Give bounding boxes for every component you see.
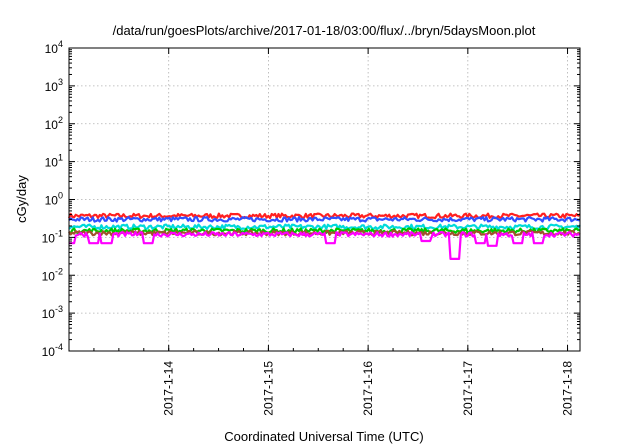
y-tick-label: 101 [45, 153, 63, 170]
y-tick-label-exponent: -4 [55, 342, 63, 352]
grid [69, 47, 580, 352]
y-tick-label: 102 [45, 115, 63, 132]
y-tick-label-base: 10 [45, 42, 59, 56]
y-tick-label-exponent: -2 [55, 266, 63, 276]
y-tick-label: 10-4 [42, 342, 63, 359]
y-tick-label: 10-2 [42, 266, 63, 283]
x-tick-label: 2017-1-16 [361, 361, 375, 416]
y-tick-label-base: 10 [42, 345, 56, 359]
y-tick-label-exponent: 0 [58, 191, 63, 201]
series-line [69, 231, 580, 260]
y-tick-label-base: 10 [45, 118, 59, 132]
y-tick-label: 103 [45, 77, 63, 94]
y-axis-label: cGy/day [14, 175, 29, 223]
series-line [68, 227, 581, 235]
x-tick-label: 2017-1-14 [162, 361, 176, 416]
y-tick-label-base: 10 [45, 194, 59, 208]
y-tick-label-exponent: -1 [55, 228, 63, 238]
y-tick-label-exponent: 1 [58, 153, 63, 163]
y-tick-label: 104 [45, 39, 63, 56]
y-tick-label-base: 10 [42, 231, 56, 245]
series-line [68, 216, 581, 223]
series-line [68, 223, 581, 231]
x-axis-label: Coordinated Universal Time (UTC) [224, 429, 423, 444]
y-tick-label-exponent: 4 [58, 39, 63, 49]
y-tick-label-base: 10 [42, 269, 56, 283]
y-tick-label-exponent: 3 [58, 77, 63, 87]
x-tick-label: 2017-1-18 [561, 361, 575, 416]
y-tick-label-base: 10 [45, 80, 59, 94]
y-tick-label-exponent: 2 [58, 115, 63, 125]
x-axis: 2017-1-14 2017-1-15 2017-1-16 2017-1-17 2017… [68, 48, 575, 416]
chart-title: /data/run/goesPlots/archive/2017-01-18/0… [113, 23, 536, 38]
y-tick-label: 10-3 [42, 304, 63, 321]
x-tick-label: 2017-1-17 [461, 361, 475, 416]
x-tick-label: 2017-1-15 [261, 361, 275, 416]
y-tick-label-base: 10 [42, 307, 56, 321]
y-tick-label-exponent: -3 [55, 304, 63, 314]
y-tick-label-base: 10 [45, 156, 59, 170]
y-tick-label: 100 [45, 191, 63, 208]
series-group [67, 212, 581, 260]
y-tick-label: 10-1 [42, 228, 63, 245]
